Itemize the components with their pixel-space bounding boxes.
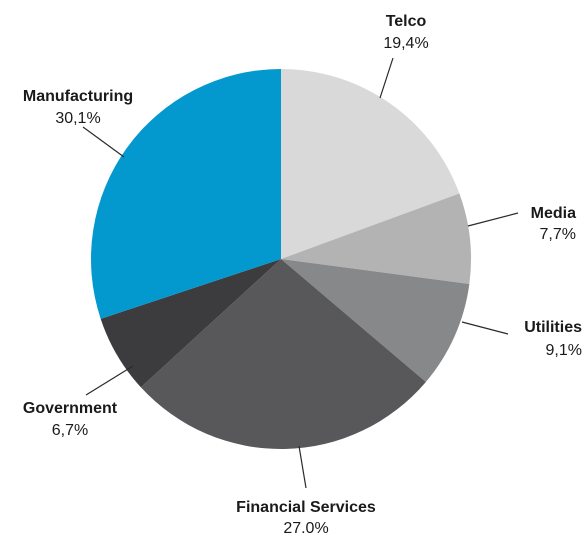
leader-line-utilities	[461, 321, 509, 335]
pie-slice-financial-services	[140, 259, 426, 449]
leader-line-telco	[379, 57, 394, 99]
slice-label-name: Government	[23, 400, 118, 417]
leader-line-manufacturing	[82, 126, 125, 158]
slice-label-value: 30,1%	[55, 110, 100, 127]
slice-label-name: Manufacturing	[23, 88, 133, 105]
slice-label-name: Media	[531, 205, 576, 222]
slice-label-value: 19,4%	[383, 35, 428, 52]
pie-slice-manufacturing	[90, 69, 281, 319]
slice-label-value: 6,7%	[52, 422, 88, 439]
pie-slices	[90, 69, 472, 449]
slice-label-name: Financial Services	[236, 499, 376, 516]
slice-label-name: Telco	[386, 13, 427, 30]
slice-label-value: 9,1%	[546, 342, 582, 359]
pie-slice-utilities	[281, 259, 470, 382]
leader-lines	[82, 57, 519, 489]
leader-line-government	[85, 365, 134, 396]
slice-label-value: 27.0%	[283, 520, 328, 537]
pie-slice-media	[281, 193, 472, 284]
slice-label-value: 7,7%	[540, 226, 576, 243]
pie-slice-telco	[281, 69, 460, 259]
slice-labels: Telco 19,4% Media 7,7% Utilities 9,1% Financia…	[23, 13, 582, 537]
pie-slice-government	[100, 259, 281, 388]
slice-label-name: Utilities	[524, 319, 582, 336]
leader-line-financial-services	[298, 445, 307, 489]
leader-line-media	[467, 212, 519, 227]
